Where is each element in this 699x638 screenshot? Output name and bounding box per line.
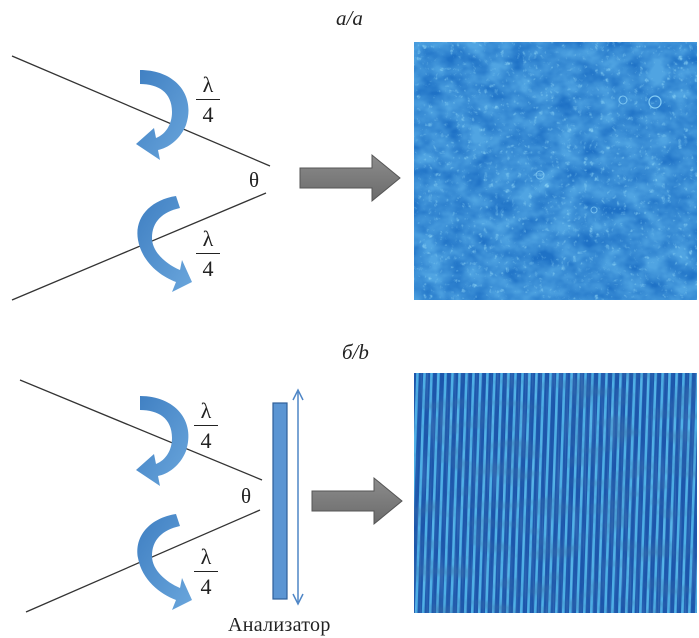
fraction-denominator: 4 xyxy=(202,102,214,127)
right-arrow-icon xyxy=(299,153,401,203)
fraction-bar xyxy=(196,99,220,100)
circular-polarization-arrow-icon xyxy=(137,514,192,610)
circular-polarization-arrow-icon xyxy=(136,70,189,160)
fraction-numerator: λ xyxy=(200,544,212,569)
quarter-wave-fraction: λ 4 xyxy=(194,546,218,598)
panel-a-label: a/a xyxy=(336,6,363,30)
fraction-numerator: λ xyxy=(202,72,214,97)
fraction-bar xyxy=(196,253,220,254)
panel-b-label: б/b xyxy=(342,340,369,364)
fraction-denominator: 4 xyxy=(202,256,214,281)
panel-a xyxy=(11,42,697,301)
right-arrow-icon xyxy=(311,476,403,526)
panel-b xyxy=(19,373,697,613)
fraction-bar xyxy=(194,571,218,572)
interference-image-b xyxy=(414,373,697,613)
quarter-wave-fraction: λ 4 xyxy=(196,74,220,126)
angle-theta: θ xyxy=(249,168,260,192)
circular-polarization-arrow-icon xyxy=(136,396,189,486)
circular-polarization-arrow-icon xyxy=(137,196,192,292)
fraction-denominator: 4 xyxy=(200,574,212,599)
fraction-denominator: 4 xyxy=(200,428,212,453)
quarter-wave-fraction: λ 4 xyxy=(196,228,220,280)
analyzer-caption: Анализатор xyxy=(228,614,331,636)
polarization-axis-arrow-icon xyxy=(292,388,304,606)
upper-beam-line xyxy=(19,379,263,481)
quarter-wave-fraction: λ 4 xyxy=(194,400,218,452)
fraction-numerator: λ xyxy=(202,226,214,251)
interference-image-a xyxy=(414,42,697,300)
lower-beam-line xyxy=(11,192,267,301)
upper-beam-line xyxy=(11,55,271,167)
analyzer-plate xyxy=(272,402,288,600)
fraction-numerator: λ xyxy=(200,398,212,423)
fraction-bar xyxy=(194,425,218,426)
angle-theta: θ xyxy=(241,484,252,508)
